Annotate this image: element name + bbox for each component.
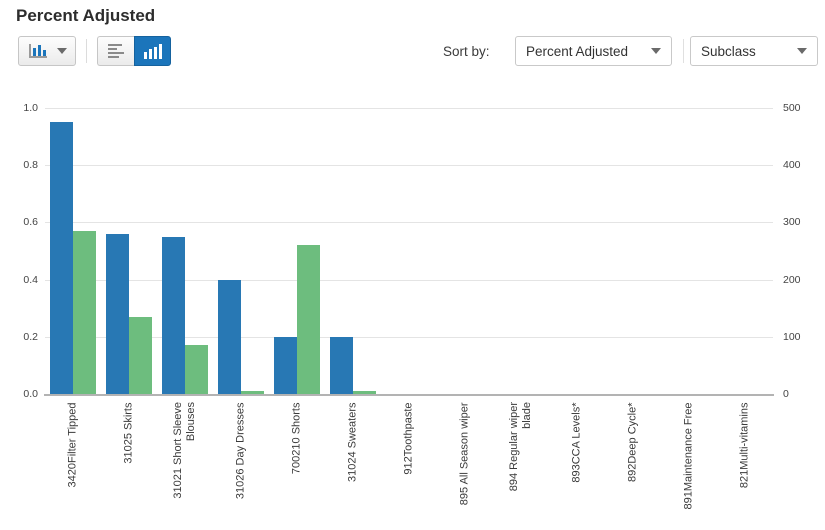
vertical-bars-icon (143, 43, 162, 59)
y-axis-tick-left: 1.0 (23, 102, 38, 114)
toolbar-divider (86, 39, 87, 63)
bar-green-series (129, 316, 152, 394)
caret-down-icon (651, 48, 661, 54)
bar-blue-series (218, 279, 241, 394)
x-axis-label: 894 Regular wiper blade (508, 402, 533, 492)
bar-blue-series (50, 122, 73, 394)
bar-green-series (185, 345, 208, 394)
caret-down-icon (797, 48, 807, 54)
x-axis-label: 892Deep Cycle* (626, 402, 639, 482)
y-axis-tick-left: 0.4 (23, 273, 38, 286)
y-axis-tick-right: 500 (783, 102, 801, 114)
page-title: Percent Adjusted (16, 6, 156, 25)
x-axis-label: 893CCA Levels* (570, 402, 583, 483)
x-axis-label: 700210 Shorts (290, 402, 303, 474)
vertical-bar-view-button[interactable] (134, 36, 171, 66)
sort-dimension-dropdown[interactable]: Subclass (690, 36, 818, 66)
dropdown-divider (683, 39, 684, 63)
y-axis-tick-right: 0 (783, 388, 789, 400)
horizontal-bar-view-button[interactable] (97, 36, 134, 66)
x-axis-line (44, 394, 774, 396)
grid-line (45, 222, 773, 224)
x-axis-label: 31021 Short Sleeve Blouses (172, 402, 197, 499)
y-axis-tick-left: 0.6 (23, 216, 38, 229)
sort-dimension-value: Subclass (701, 43, 756, 59)
grid-line (45, 165, 773, 167)
sort-metric-dropdown[interactable]: Percent Adjusted (515, 36, 672, 66)
bar-chart-icon (28, 44, 47, 58)
x-axis-label: 821Multi-vitamins (738, 402, 751, 488)
y-axis-tick-left: 0.2 (23, 330, 38, 343)
caret-down-icon (56, 48, 67, 54)
y-axis-tick-right: 200 (783, 273, 801, 286)
chart-type-dropdown-button[interactable] (18, 36, 76, 66)
x-axis-label: 31025 Skirts (122, 402, 135, 464)
bar-blue-series (106, 233, 129, 394)
x-axis-label: 912Toothpaste (402, 402, 415, 475)
sort-metric-value: Percent Adjusted (526, 43, 629, 59)
y-axis-tick-left: 0.0 (23, 388, 38, 400)
bar-blue-series (162, 236, 185, 394)
x-axis-label: 891Maintenance Free (682, 402, 695, 510)
bar-blue-series (330, 336, 353, 394)
sort-by-label: Sort by: (443, 44, 490, 59)
bar-blue-series (274, 336, 297, 394)
grid-line (45, 108, 773, 109)
x-axis-label: 3420Filter Tipped (66, 402, 79, 487)
x-axis-label: 31024 Sweaters (346, 402, 359, 482)
y-axis-tick-left: 0.8 (23, 159, 38, 172)
bar-green-series (297, 245, 320, 394)
grid-line (45, 336, 773, 338)
y-axis-tick-right: 100 (783, 330, 801, 343)
x-axis-label: 31026 Day Dresses (234, 402, 247, 499)
x-axis-label: 895 All Season wiper (458, 402, 471, 505)
horizontal-bars-icon (107, 44, 125, 58)
y-axis-tick-right: 400 (783, 159, 801, 172)
chart-view-toggle-group (97, 36, 171, 66)
bar-green-series (73, 230, 96, 394)
grid-line (45, 279, 773, 281)
bar-green-series (241, 391, 264, 394)
y-axis-tick-right: 300 (783, 216, 801, 229)
bar-green-series (353, 391, 376, 394)
